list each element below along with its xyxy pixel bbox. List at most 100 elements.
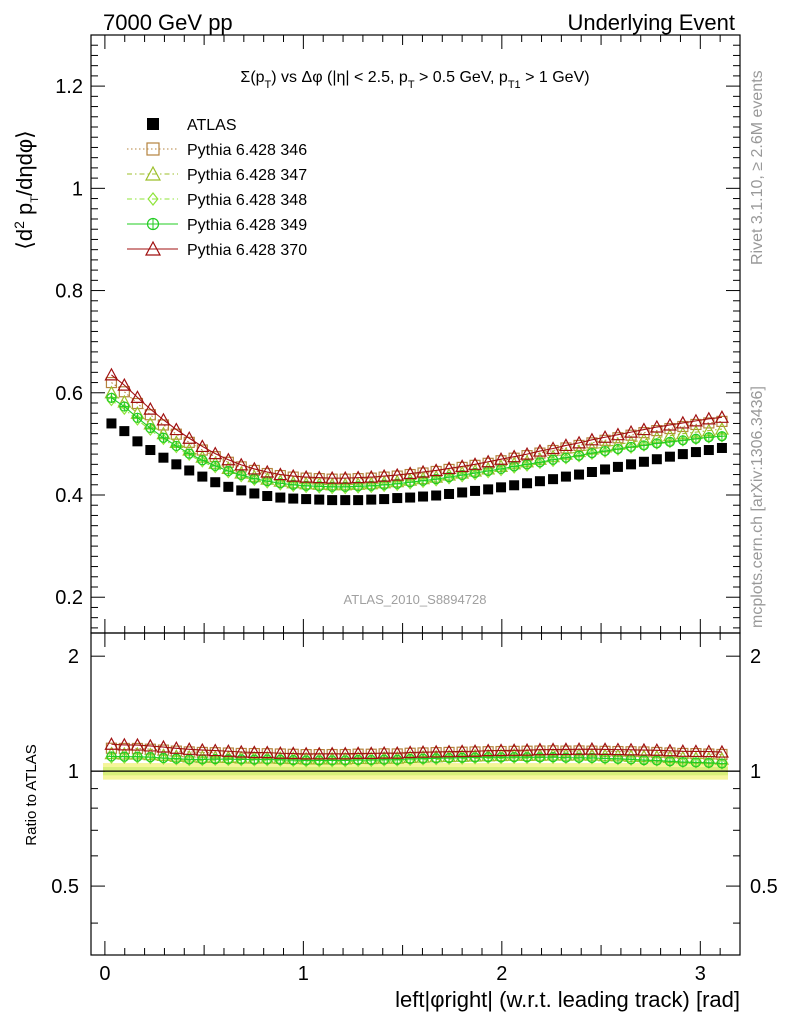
data-point	[626, 754, 636, 766]
ratio-y-axis-label: Ratio to ATLAS	[23, 744, 40, 845]
data-point	[377, 468, 392, 482]
data-point	[626, 459, 637, 470]
data-point	[144, 165, 162, 181]
data-point	[574, 752, 584, 765]
data-point	[546, 742, 561, 756]
ratio-y-tick-labels: 0.5 0.5 1 1 2 2	[51, 646, 778, 898]
data-point	[260, 464, 275, 478]
y-tick-label: 0.2	[55, 587, 83, 609]
data-point	[197, 471, 208, 482]
data-point	[649, 419, 664, 433]
x-tick-label: 1	[298, 963, 309, 985]
data-point	[624, 742, 639, 756]
data-point	[429, 463, 444, 477]
data-point	[130, 390, 145, 403]
data-point	[273, 467, 288, 481]
data-point	[340, 495, 351, 506]
y-tick-label: 0.6	[55, 383, 83, 405]
data-point	[156, 412, 171, 426]
data-point	[534, 476, 545, 487]
ratio-series-p370	[104, 737, 729, 760]
x-tick-label: 2	[496, 963, 507, 985]
data-point	[678, 434, 688, 447]
data-point	[532, 742, 547, 756]
y-tick-label: 0.8	[55, 281, 83, 303]
data-point	[574, 469, 585, 480]
data-point	[312, 470, 327, 484]
data-point	[455, 459, 470, 472]
data-point	[403, 466, 418, 480]
data-point	[691, 433, 701, 446]
legend-entry: Pythia 6.428 347	[127, 165, 307, 184]
ratio-plot-frame	[90, 632, 741, 956]
data-point	[429, 744, 444, 758]
data-point	[636, 422, 651, 436]
data-point	[548, 752, 558, 765]
data-point	[390, 467, 405, 481]
legend-label: Pythia 6.428 346	[187, 142, 307, 159]
ratio-axis-ticks	[91, 633, 740, 955]
data-point	[584, 432, 599, 446]
data-point	[572, 742, 587, 755]
data-point	[691, 756, 701, 769]
data-point	[455, 744, 470, 758]
data-point	[675, 744, 690, 757]
data-point	[714, 410, 729, 423]
series-atlas	[106, 418, 727, 506]
analysis-watermark: ATLAS_2010_S8894728	[344, 592, 487, 607]
data-point	[312, 746, 327, 760]
data-point	[714, 744, 729, 758]
series-line	[111, 399, 722, 489]
data-point	[717, 757, 727, 770]
data-point	[299, 469, 314, 483]
legend-entry: Pythia 6.428 346	[127, 142, 307, 159]
data-point	[275, 492, 286, 503]
data-point	[561, 752, 571, 765]
data-point	[483, 484, 494, 495]
data-point	[665, 755, 675, 768]
data-point	[688, 413, 703, 427]
legend-label: Pythia 6.428 370	[187, 242, 307, 259]
data-point	[675, 415, 690, 429]
ratio-y-tick-label-right: 0.5	[750, 876, 778, 898]
data-point	[249, 488, 260, 499]
data-point	[639, 439, 649, 452]
data-point	[106, 418, 117, 429]
data-point	[106, 394, 117, 407]
data-point	[403, 745, 418, 759]
data-point	[131, 397, 144, 410]
data-point	[612, 461, 623, 472]
data-point	[143, 401, 158, 415]
data-point	[483, 752, 493, 765]
data-point	[558, 742, 573, 756]
data-point	[210, 754, 221, 767]
data-point	[662, 417, 677, 431]
data-point	[145, 445, 156, 456]
data-point	[546, 441, 561, 455]
data-point	[416, 744, 431, 758]
data-point	[509, 752, 519, 765]
data-point	[221, 452, 236, 466]
series-line	[111, 382, 723, 480]
data-point	[405, 492, 416, 503]
data-point	[260, 745, 275, 759]
data-point	[147, 192, 159, 206]
data-point	[182, 742, 197, 755]
data-point	[431, 490, 442, 501]
data-point	[678, 756, 688, 769]
data-point	[418, 491, 429, 502]
data-point	[286, 468, 301, 482]
data-point	[144, 240, 162, 256]
data-point	[390, 745, 405, 759]
data-point	[613, 753, 623, 766]
data-point	[701, 744, 716, 758]
data-point	[338, 746, 353, 760]
ratio-y-tick-label-right: 1	[750, 761, 761, 783]
data-point	[535, 752, 545, 765]
data-point	[600, 464, 611, 475]
ratio-y-tick-label: 1	[68, 761, 79, 783]
data-point	[468, 743, 483, 757]
ratio-plot-panel: 0.5 0.5 1 1 2 2 Ratio to ATLAS 0 1 2 3 left|φrig…	[23, 632, 778, 1012]
data-point	[520, 742, 535, 756]
data-point	[548, 474, 559, 485]
